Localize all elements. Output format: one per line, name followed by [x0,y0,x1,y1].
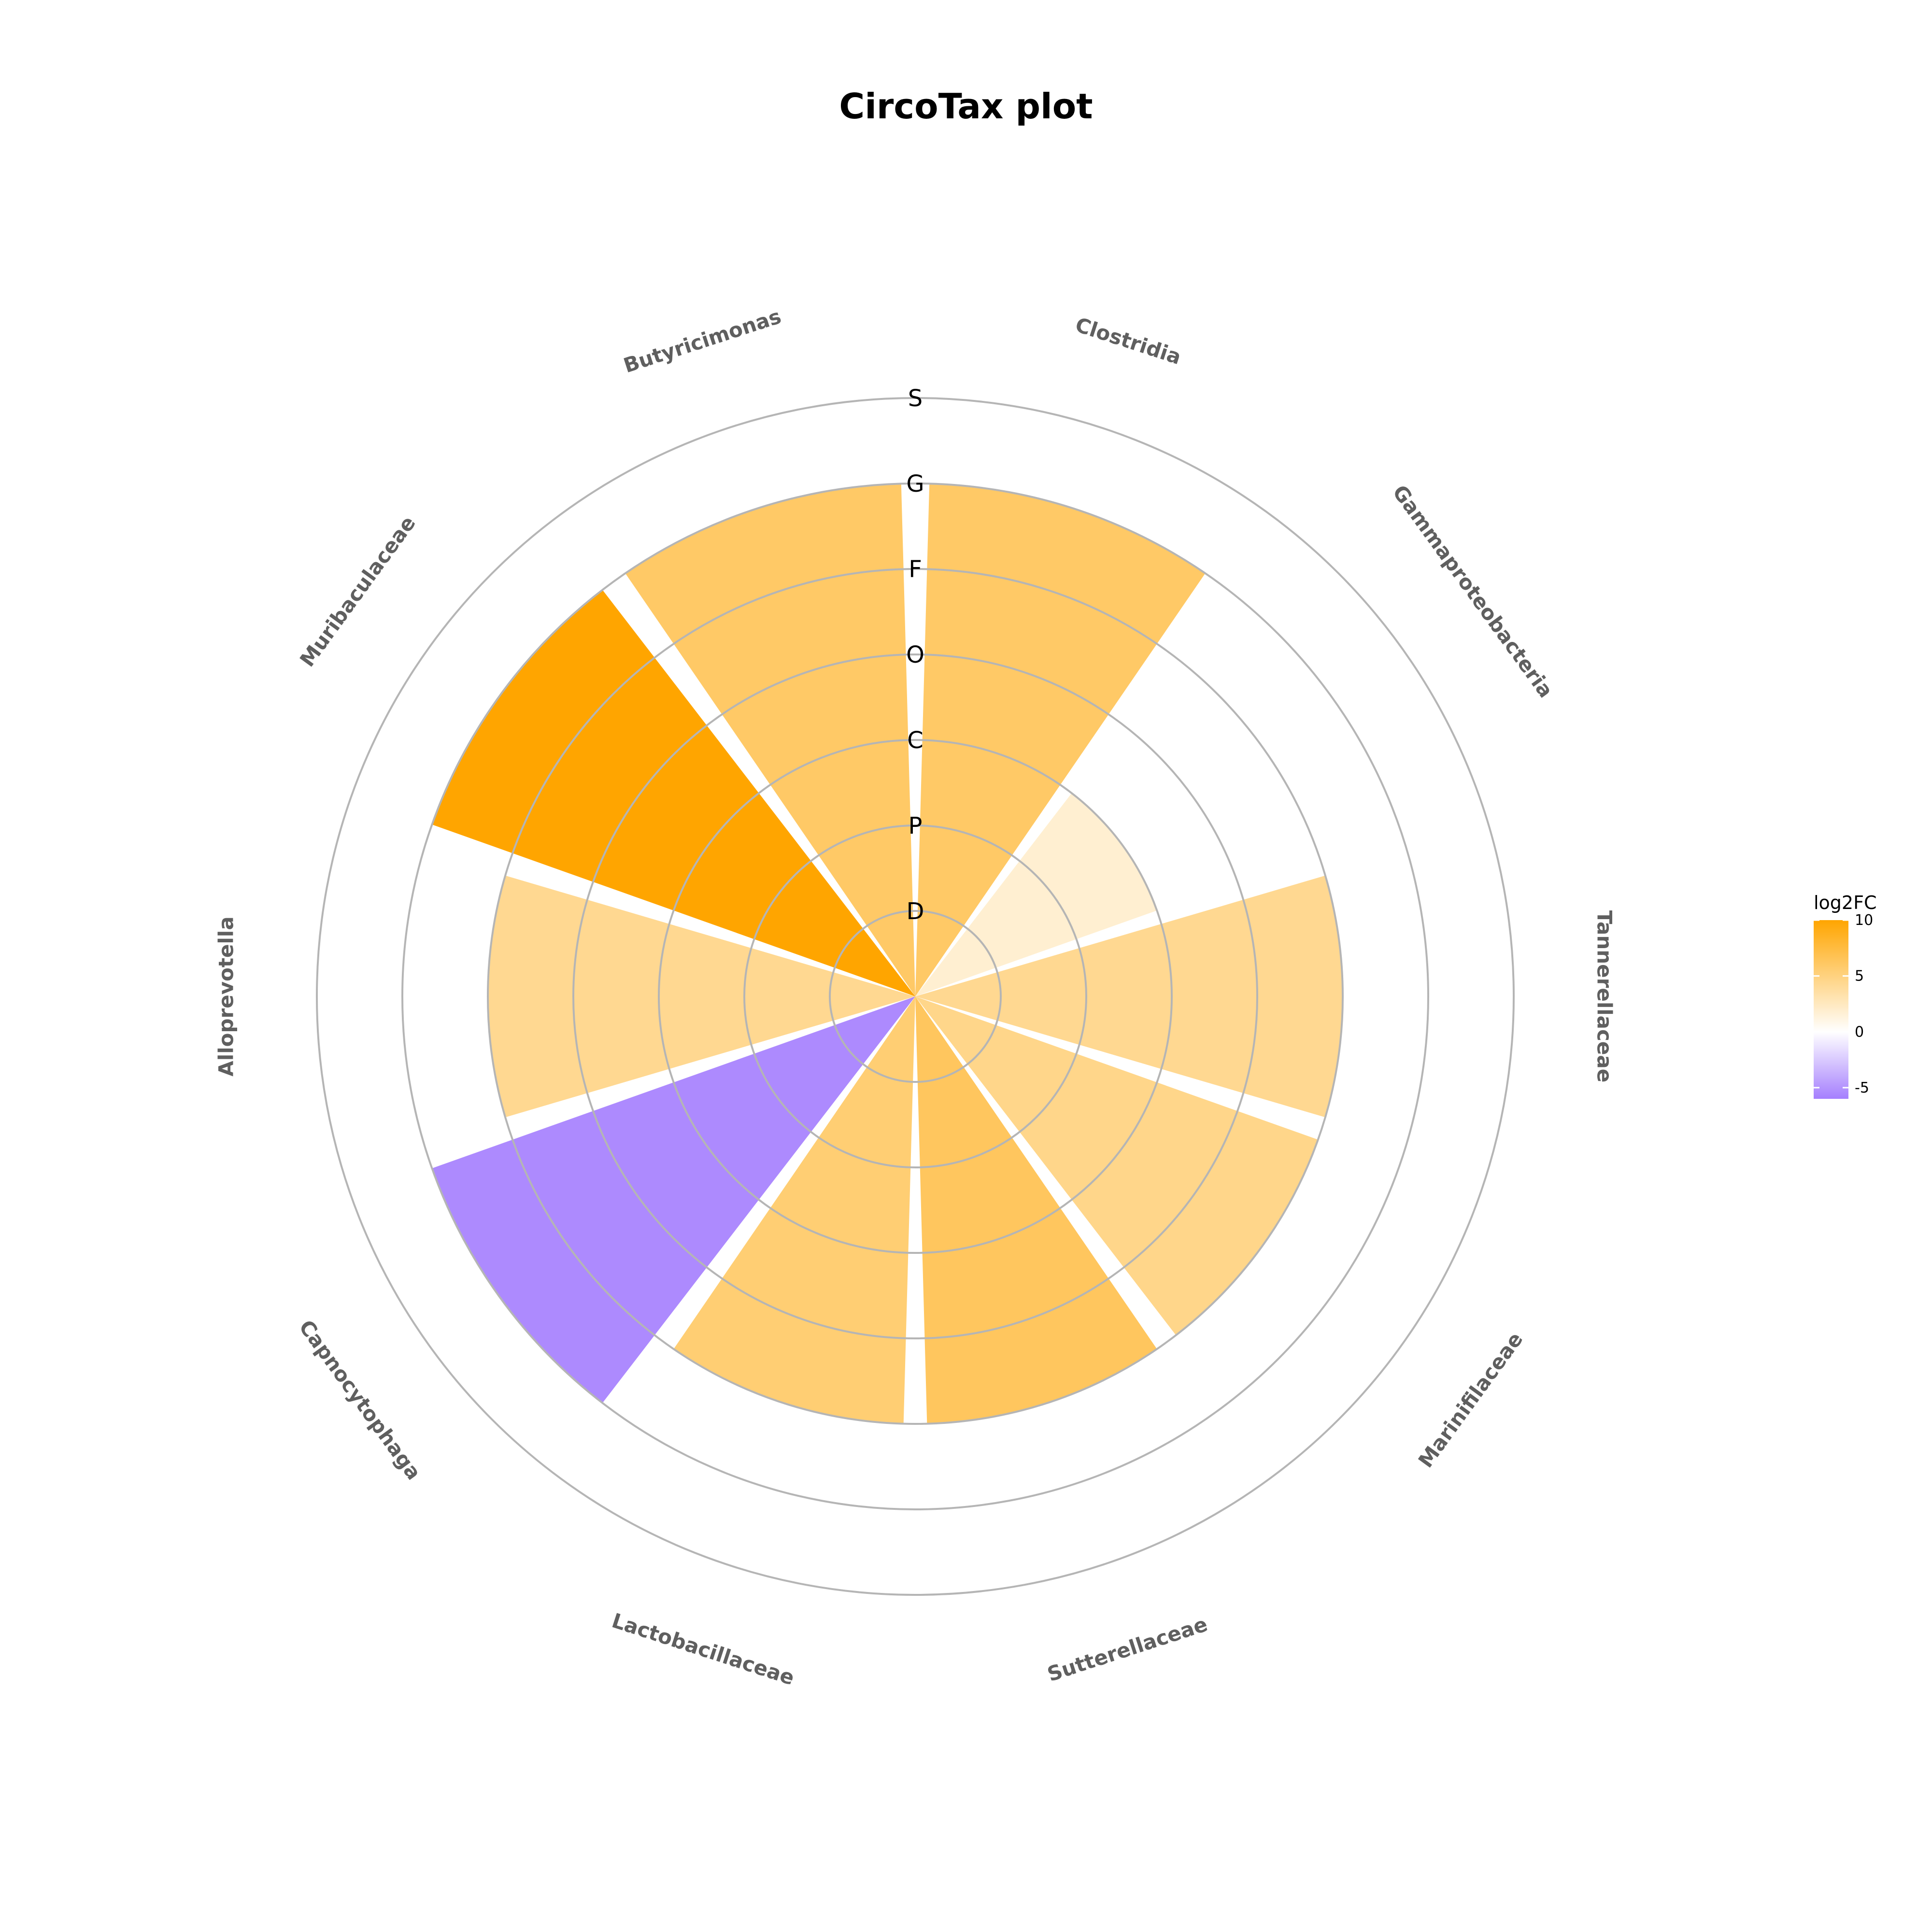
ring-label-f: F [909,556,922,583]
bar-capnocytophaga [432,996,915,1403]
ring-label-c: C [907,727,923,754]
legend-ticks: 10 5 0 -5 [1814,912,1873,1096]
legend: log2FC 10 5 0 -5 [1814,892,1877,1099]
category-label-muribaculaceae: Muribaculaceae [295,511,420,671]
category-label-marinifilaceae: Marinifilaceae [1414,1328,1528,1472]
ring-label-p: P [909,812,923,839]
grid-ring-d [829,910,1002,1083]
legend-tick-label: 0 [1855,1023,1864,1040]
legend-title: log2FC [1814,892,1877,913]
grid-ring-p [743,824,1087,1168]
bars-layer [432,483,1343,1424]
ring-label-g: G [906,470,924,497]
grid-ring-s [316,397,1515,1596]
legend-tick-label: -5 [1855,1080,1869,1096]
ring-label-d: D [907,898,924,925]
legend-tick-label: 10 [1855,912,1873,929]
category-labels-layer: Clostridia Gammaproteobacteria Tannerellac… [214,304,1617,1690]
grid-layer [316,397,1515,1596]
bar-tannerellaceae [915,875,1343,1118]
category-label-sutterellaceae: Sutterellaceae [1044,1612,1210,1686]
bar-gammaproteobacteria [915,793,1157,996]
category-label-alloprevotella: Alloprevotella [214,916,238,1076]
bar-marinifilaceae [915,996,1318,1335]
ring-label-o: O [906,641,924,668]
bar-alloprevotella [488,875,915,1118]
grid-ring-g [401,483,1429,1510]
bar-sutterellaceae [915,996,1157,1424]
grid-ring-o [572,653,1258,1339]
category-label-tannerellaceae: Tannerellaceae [1593,910,1617,1082]
bar-muribaculaceae [432,590,915,996]
grid-ring-c [658,739,1173,1254]
category-label-gammaproteobacteria: Gammaproteobacteria [1388,481,1558,702]
legend-tick-label: 5 [1855,968,1864,985]
ring-label-s: S [908,385,923,412]
category-label-butyricimonas: Butyricimonas [621,304,784,378]
bar-butyricimonas [625,483,915,996]
bar-clostridia [915,483,1206,996]
category-label-clostridia: Clostridia [1072,313,1184,369]
category-label-lactobacillaceae: Lactobacillaceae [609,1608,797,1690]
grid-ring-f [487,568,1344,1425]
ring-labels-layer: D P C O F G S [906,385,924,925]
legend-colorbar [1814,920,1848,1099]
chart-title: CircoTax plot [839,86,1093,127]
category-label-capnocytophaga: Capnocytophaga [294,1316,426,1484]
bar-lactobacillaceae [673,996,915,1424]
